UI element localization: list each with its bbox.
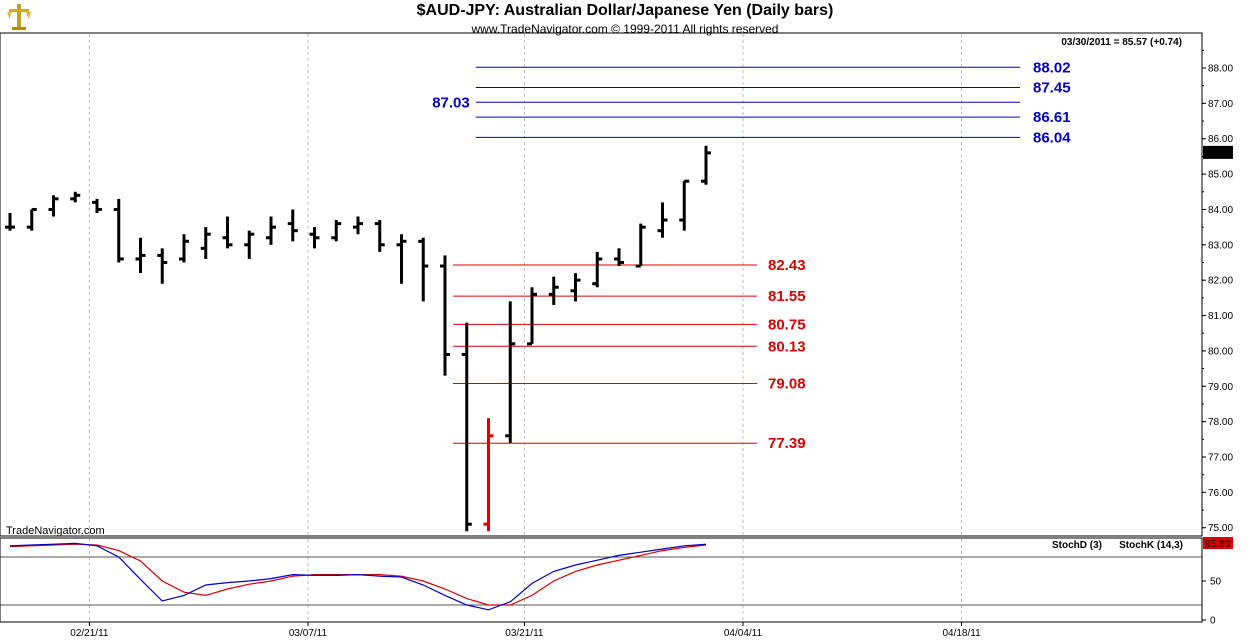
- price-levels: 88.02 87.45 87.03 86.61 86.04 82.43 81.55 80.75…: [432, 59, 1071, 452]
- ohlc-bar: [179, 234, 189, 263]
- chart-title: $AUD-JPY: Australian Dollar/Japanese Yen…: [416, 2, 834, 19]
- y-tick-label: 88.00: [1208, 64, 1233, 75]
- ohlc-bar: [244, 230, 255, 259]
- ohlc-bar: [679, 179, 690, 231]
- ohlc-bar: [548, 276, 559, 305]
- ohlc-bar: [331, 220, 342, 242]
- level-label: 79.08: [768, 375, 806, 392]
- ohlc-bar: [657, 202, 668, 238]
- x-tick-label: 04/18/11: [942, 628, 981, 639]
- ohlc-bar: [70, 191, 81, 203]
- stoch-panel-frame: [0, 537, 1203, 623]
- ohlc-bar: [26, 207, 37, 231]
- y-tick-label: 86.00: [1208, 134, 1233, 145]
- level-label: 80.75: [768, 316, 806, 333]
- y-tick-label: 83.00: [1208, 240, 1233, 251]
- ohlc-bar: [92, 198, 102, 213]
- y-tick-label: 76.00: [1208, 488, 1233, 499]
- axes: 02/21/11 03/07/11 03/21/11 04/04/11 04/18/11…: [0, 32, 1233, 639]
- y-tick-label: 84.00: [1208, 205, 1233, 216]
- price-bars: [5, 145, 711, 532]
- stochastic-panel: StochD (3) StochK (14,3): [0, 540, 1202, 611]
- ohlc-bar: [222, 216, 233, 249]
- grid-lines: [88, 34, 963, 622]
- ohlc-bar: [48, 195, 59, 217]
- y-tick-label: 82.00: [1208, 276, 1233, 287]
- x-tick-label: 02/21/11: [70, 628, 109, 639]
- legend-stochk: StochK (14,3): [1119, 540, 1183, 551]
- ohlc-bar: [266, 216, 276, 245]
- level-label: 87.03: [432, 94, 470, 111]
- ohlc-bar: [461, 322, 472, 532]
- level-label: 80.13: [768, 338, 806, 355]
- trade-navigator-logo-icon: [4, 2, 34, 32]
- ohlc-bar: [418, 237, 429, 302]
- legend-stochd: StochD (3): [1052, 540, 1102, 551]
- ohlc-bar: [505, 301, 516, 443]
- ohlc-bar: [200, 227, 211, 259]
- ohlc-bar: [5, 212, 15, 231]
- stoch-y-tick-label: 0: [1210, 616, 1216, 627]
- level-label: 87.45: [1033, 79, 1071, 96]
- level-label: 77.39: [768, 435, 806, 452]
- ohlc-bar: [396, 234, 407, 284]
- level-label: 82.43: [768, 257, 806, 274]
- ohlc-bar: [592, 251, 603, 288]
- ohlc-bar: [374, 220, 385, 252]
- last-quote-label: 03/30/2011 = 85.57 (+0.74): [1061, 37, 1182, 48]
- ohlc-bar: [135, 237, 146, 274]
- level-label: 86.61: [1033, 109, 1071, 126]
- y-tick-label: 77.00: [1208, 453, 1233, 464]
- ohlc-bar: [113, 198, 124, 263]
- level-label: 88.02: [1033, 59, 1071, 76]
- y-tick-label: 80.00: [1208, 346, 1233, 357]
- ohlc-bar: [614, 248, 624, 267]
- ohlc-bar: [309, 227, 320, 249]
- watermark-text: TradeNavigator.com: [6, 525, 105, 537]
- y-tick-label: 87.00: [1208, 99, 1233, 110]
- stoch-series-line: [9, 542, 707, 611]
- stoch-last-box: [1203, 537, 1233, 549]
- ohlc-bar: [527, 287, 537, 346]
- x-tick-label: 04/04/11: [724, 628, 763, 639]
- ohlc-bar: [157, 248, 168, 284]
- x-tick-label: 03/07/11: [289, 628, 328, 639]
- ohlc-bar: [635, 223, 646, 268]
- price-panel-frame: [0, 32, 1203, 537]
- ohlc-bar: [353, 216, 363, 235]
- level-label: 86.04: [1033, 129, 1071, 146]
- ohlc-bar: [287, 209, 298, 242]
- last-price-label: 85.57: [1205, 148, 1230, 159]
- y-tick-label: 78.00: [1208, 417, 1233, 428]
- ohlc-bar: [701, 145, 711, 185]
- last-price-box: [1203, 145, 1233, 159]
- y-tick-label: 75.00: [1208, 523, 1233, 534]
- ohlc-bar: [570, 273, 581, 302]
- ohlc-bar: [440, 255, 450, 376]
- stoch-last-label: 95.80: [1205, 539, 1230, 550]
- x-tick-label: 03/21/11: [505, 628, 544, 639]
- ohlc-bar: [483, 418, 494, 532]
- level-label: 81.55: [768, 288, 806, 305]
- y-tick-label: 81.00: [1208, 311, 1233, 322]
- stoch-y-tick-label: 50: [1210, 577, 1222, 588]
- y-tick-label: 85.00: [1208, 170, 1233, 181]
- y-tick-label: 79.00: [1208, 382, 1233, 393]
